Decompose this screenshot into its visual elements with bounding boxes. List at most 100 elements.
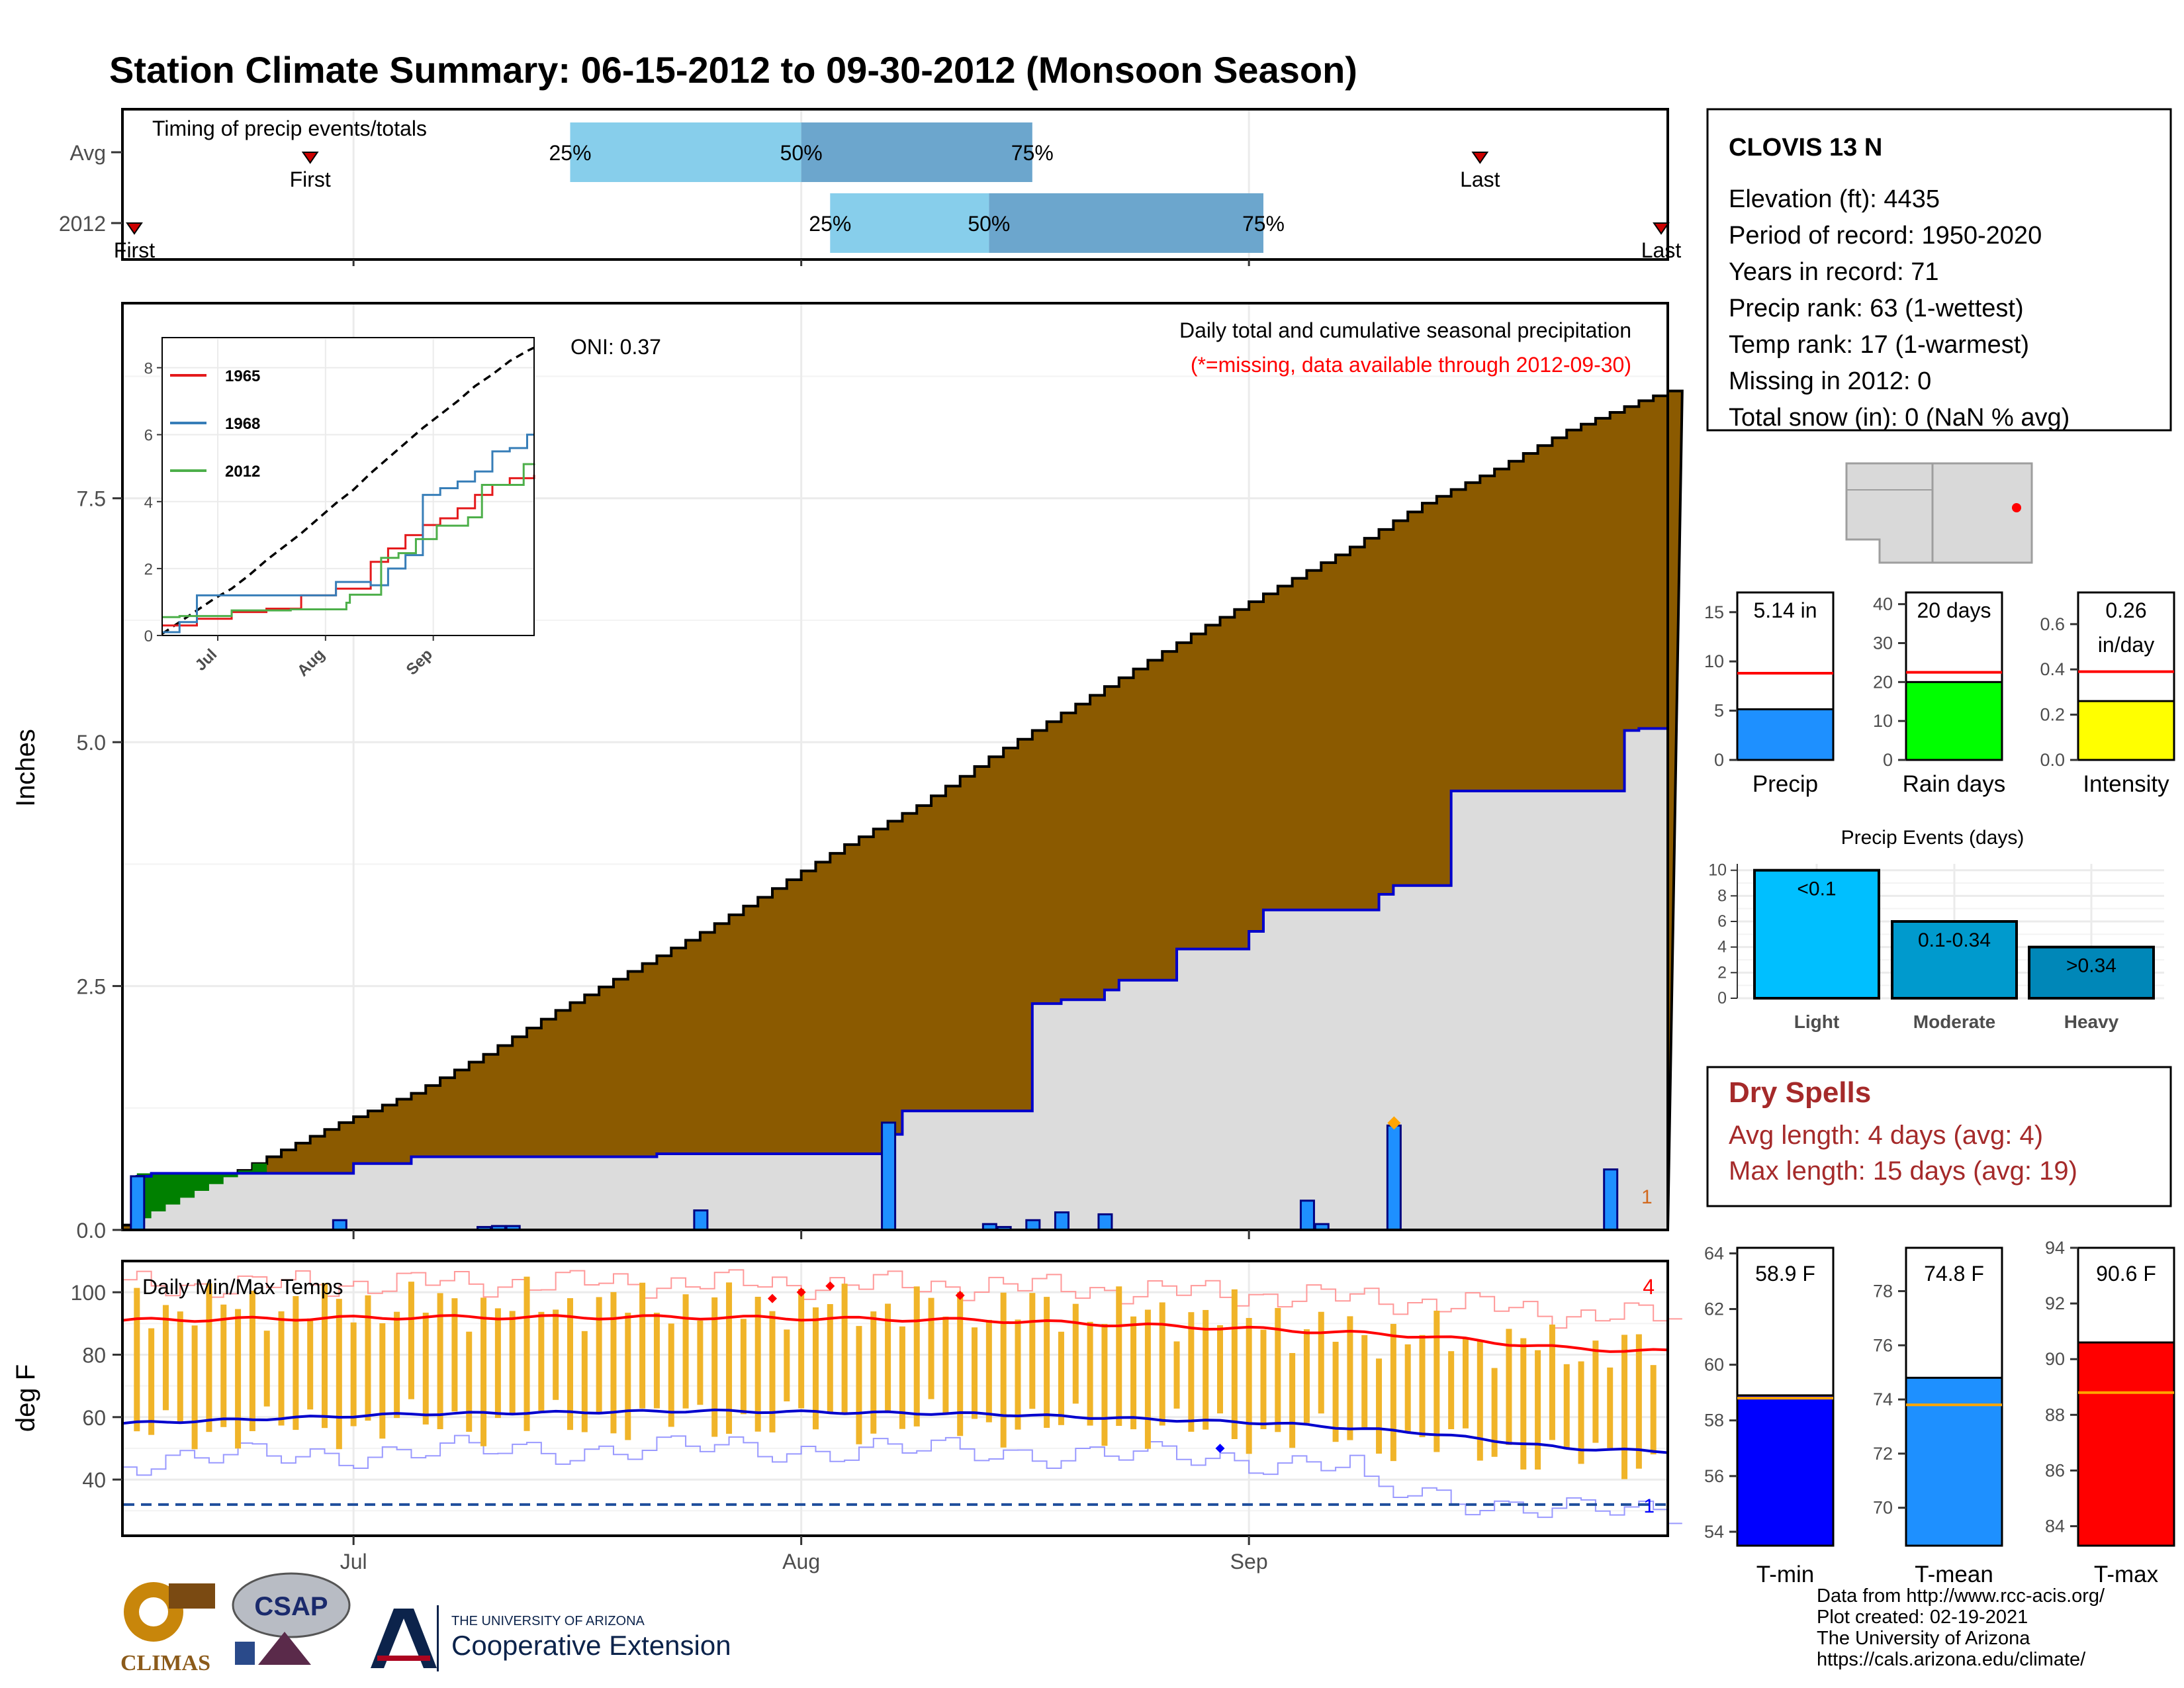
season-bar-tick-label: 0.0 xyxy=(2040,750,2065,770)
temp-bar-value: 90.6 F xyxy=(2096,1262,2156,1286)
precip-y-tick-label: 0.0 xyxy=(77,1219,106,1243)
daily-temp-bar xyxy=(1361,1335,1368,1428)
daily-max-marker xyxy=(1387,1116,1401,1130)
daily-precip-bar xyxy=(693,1209,709,1231)
inset-y-tick-label: 6 xyxy=(144,427,153,445)
footer-line: The University of Arizona xyxy=(1817,1628,2030,1649)
daily-temp-bar xyxy=(220,1304,227,1427)
timing-panel: Timing of precip events/totals Avg 25% 50%… xyxy=(59,108,1682,266)
daily-temp-bar xyxy=(639,1282,646,1409)
inset-y-tick-label: 0 xyxy=(144,628,153,645)
last-event-label: Last xyxy=(1641,238,1682,262)
inset-legend-label: 2012 xyxy=(225,463,260,481)
season-bar-precip xyxy=(1736,708,1835,761)
record-high-marker xyxy=(825,1281,835,1291)
precip-event-bar-label: 0.1-0.34 xyxy=(1918,929,1991,951)
record-high-count: 4 xyxy=(1643,1275,1655,1299)
temp-bar-label: T-min xyxy=(1756,1562,1815,1587)
daily-temp-bar xyxy=(1318,1311,1324,1414)
daily-temp-bar xyxy=(394,1311,400,1419)
daily-temp-bar xyxy=(1535,1350,1541,1470)
timing-bar-q50-q75 xyxy=(801,122,1032,182)
climas-logo-text: CLIMAS xyxy=(120,1651,210,1675)
temp-bar-tick-label: 84 xyxy=(2045,1517,2065,1536)
last-event-marker xyxy=(1471,152,1489,164)
season-bar-label: Rain days xyxy=(1903,771,2006,797)
events-y-tick-label: 2 xyxy=(1717,963,1727,982)
temp-y-tick-label: 80 xyxy=(82,1343,106,1367)
temp-bar-t-mean xyxy=(1905,1376,2003,1547)
season-bar-tick-label: 0.4 xyxy=(2040,659,2065,679)
season-bar-tick-label: 10 xyxy=(1704,651,1724,671)
season-bar-tick-label: 10 xyxy=(1873,711,1893,731)
temp-bar-tick-label: 94 xyxy=(2045,1238,2065,1258)
daily-temp-bar xyxy=(1390,1323,1396,1462)
daily-temp-bar xyxy=(1592,1340,1599,1443)
daily-temp-bar xyxy=(653,1313,660,1409)
daily-temp-bar xyxy=(451,1298,458,1412)
last-event-marker xyxy=(1653,222,1670,235)
daily-temp-bar xyxy=(148,1328,155,1435)
oni-label: ONI: 0.37 xyxy=(570,335,661,359)
cumulative-2012-area xyxy=(122,728,1668,1230)
temp-bar-tick-label: 90 xyxy=(2045,1349,2065,1369)
daily-temp-bar xyxy=(581,1331,588,1432)
temp-y-tick-label: 100 xyxy=(71,1281,106,1305)
daily-temp-bar xyxy=(1347,1316,1353,1440)
footer-credits: Data from http://www.rcc-acis.org/Plot c… xyxy=(1817,1585,2105,1670)
events-y-tick-label: 10 xyxy=(1708,861,1727,880)
station-info-line: Temp rank: 17 (1-warmest) xyxy=(1729,331,2029,359)
first-event-marker xyxy=(301,152,319,164)
station-location-marker xyxy=(2012,503,2021,512)
temp-bar-tick-label: 62 xyxy=(1704,1299,1724,1319)
daily-temp-bar xyxy=(610,1291,617,1434)
cumulative-surplus-area xyxy=(136,1163,267,1219)
temp-y-tick-label: 40 xyxy=(82,1468,106,1492)
cumulative-2012-line xyxy=(122,727,1668,1231)
temp-x-tick-label: Jul xyxy=(340,1550,367,1573)
daily-temp-bar xyxy=(1506,1329,1512,1445)
daily-temp-bar xyxy=(1275,1307,1281,1432)
precip-event-bar-light xyxy=(1753,868,1880,1000)
daily-temp-bar xyxy=(885,1303,891,1413)
precip-y-tick-label: 2.5 xyxy=(77,975,106,999)
daily-precip-bar xyxy=(332,1219,347,1231)
daily-temp-bar xyxy=(162,1305,169,1411)
daily-temp-bar xyxy=(422,1313,429,1425)
temp-bar-value: 74.8 F xyxy=(1924,1262,1984,1286)
record-high-marker xyxy=(796,1288,806,1297)
daily-temp-bar xyxy=(1029,1293,1036,1409)
season-summary-bars: 5.14 in 0 5 10 15 Precip 20 days 0 10 20 30 40 Rain … xyxy=(1704,591,2175,797)
season-bar-label: Intensity xyxy=(2083,771,2169,797)
daily-temp-bar xyxy=(856,1326,862,1444)
daily-precip-bar xyxy=(1025,1219,1041,1231)
temp-bar-t-max xyxy=(2077,1341,2175,1547)
daily-temp-bar xyxy=(379,1323,386,1439)
station-info-box: CLOVIS 13 N Elevation (ft): 4435 Period o… xyxy=(1706,108,2172,432)
record-low-marker xyxy=(1215,1443,1225,1453)
daily-temp-bar xyxy=(913,1286,920,1427)
precip-event-category: Heavy xyxy=(2064,1011,2119,1032)
record-low-envelope xyxy=(122,1434,1682,1524)
temp-bar-tick-label: 70 xyxy=(1873,1498,1893,1518)
temp-x-tick-label: Aug xyxy=(782,1550,820,1573)
daily-temp-bar xyxy=(480,1297,487,1446)
inset-legend-label: 1968 xyxy=(225,415,260,433)
temp-bar-tick-label: 88 xyxy=(2045,1405,2065,1425)
daily-precip-bar xyxy=(881,1121,897,1231)
daily-temp-bar xyxy=(1015,1319,1021,1430)
temp-bar-tick-label: 76 xyxy=(1873,1335,1893,1355)
precip-event-category: Moderate xyxy=(1913,1011,1995,1032)
inset-series-1968 xyxy=(162,434,534,633)
temp-bar-tick-label: 92 xyxy=(2045,1293,2065,1313)
temp-y-tick-label: 60 xyxy=(82,1406,106,1430)
dry-spells-max: Max length: 15 days (avg: 19) xyxy=(1729,1156,2077,1186)
daily-temp-bar xyxy=(1000,1292,1007,1448)
daily-temp-bar xyxy=(1246,1318,1252,1454)
timing-bar-q25-q50 xyxy=(830,193,989,253)
temp-bar-tick-label: 78 xyxy=(1873,1281,1893,1301)
daily-temp-bar xyxy=(177,1311,183,1424)
timing-bar-q25-q50 xyxy=(570,122,801,182)
daily-temp-bar xyxy=(1058,1331,1064,1425)
